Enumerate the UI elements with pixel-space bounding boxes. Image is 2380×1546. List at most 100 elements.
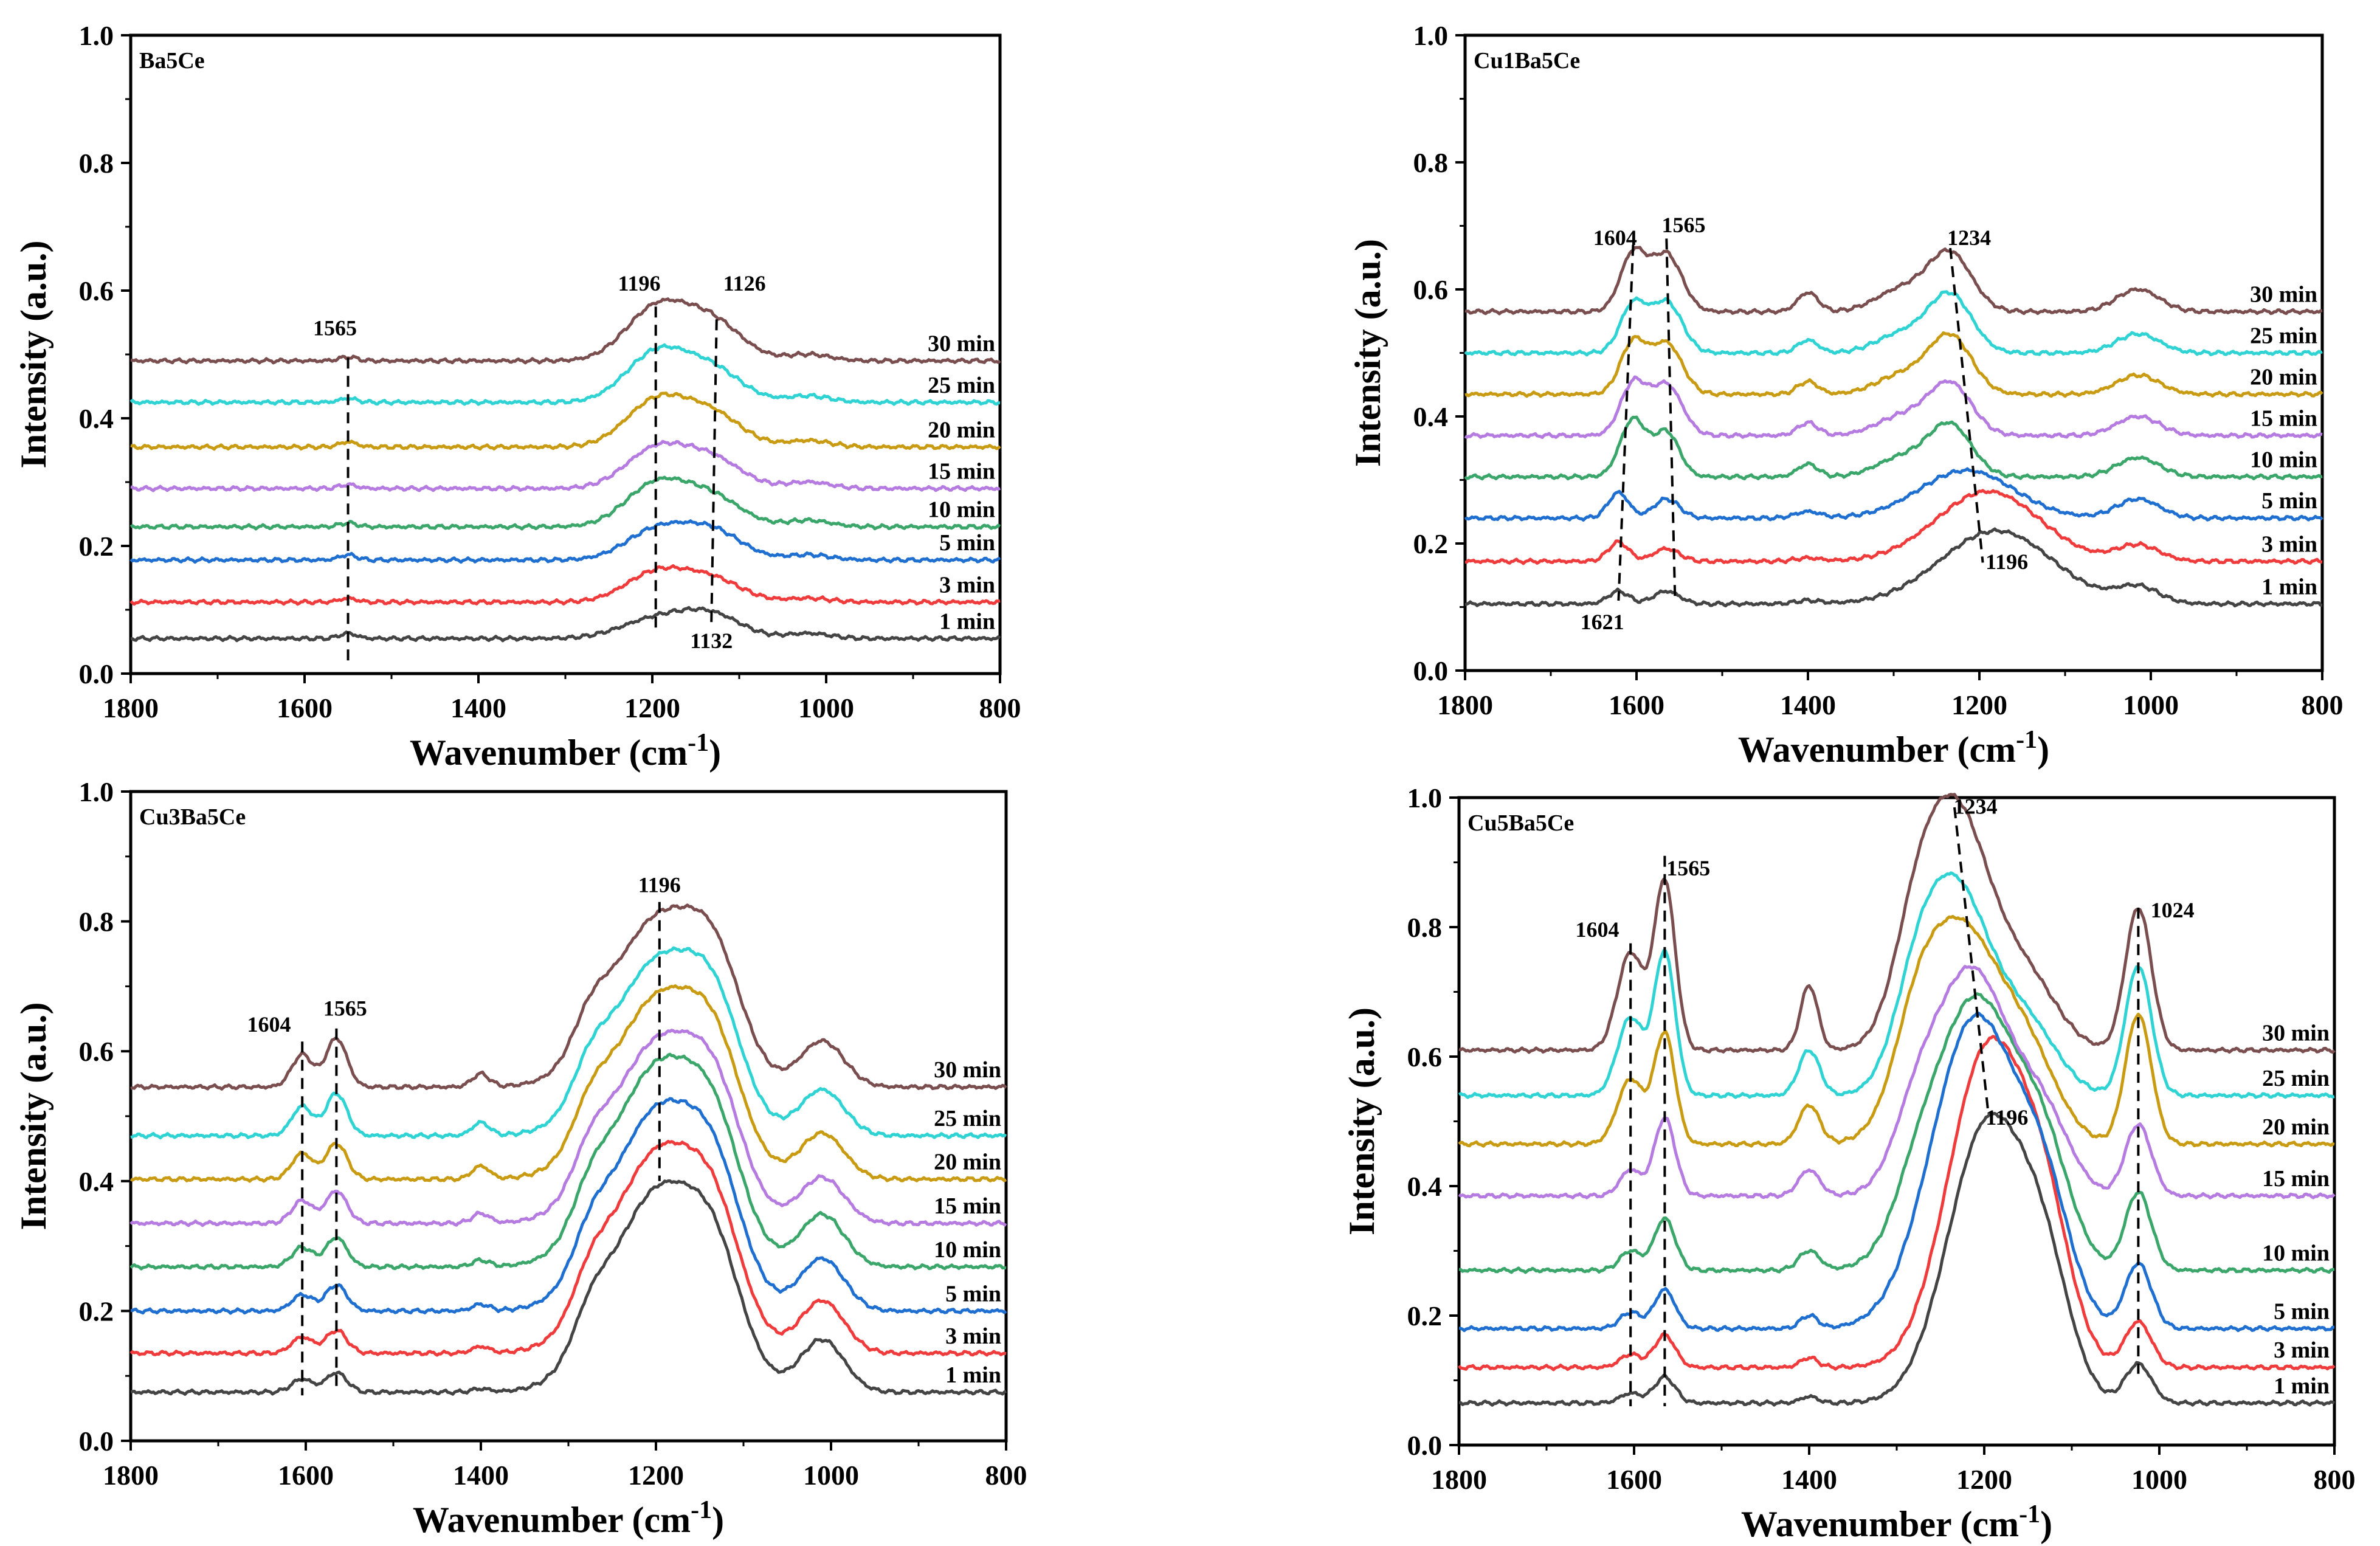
peak-annotation: 1196 — [1985, 550, 2028, 574]
peak-annotation: 1621 — [1581, 610, 1624, 634]
chart-panel-3: 1800 1600 1400 1200 1000 800 0.0 0.2 0.4 0.6 0.8 1.… — [13, 776, 1027, 1540]
series-line-10-min — [129, 1052, 1007, 1271]
y-tick-label: 0.8 — [1407, 912, 1443, 943]
series-label: 5 min — [2261, 488, 2317, 514]
y-tick-label: 0.4 — [1413, 401, 1449, 432]
x-tick-label: 1600 — [278, 1460, 334, 1491]
series-line-1-min — [130, 606, 1001, 643]
series-label: 20 min — [928, 417, 995, 443]
series-line-1-min — [130, 1179, 1007, 1396]
series-label: 25 min — [934, 1106, 1001, 1131]
y-axis-title: Intensity (a.u.) — [13, 1002, 53, 1230]
plot-frame — [129, 33, 1002, 675]
peak-guide-line — [1665, 238, 1677, 601]
series-label: 10 min — [928, 497, 995, 523]
x-tick-label: 1200 — [628, 1460, 684, 1491]
series-line-10-min — [129, 475, 1001, 531]
series-line-1-min — [1458, 1111, 2336, 1407]
series-line-30-min — [1464, 246, 2323, 316]
x-tick-label: 1000 — [798, 692, 854, 723]
x-tick-label: 1800 — [103, 1460, 159, 1491]
series-line-30-min — [130, 903, 1007, 1091]
y-tick-label: 0.2 — [79, 531, 114, 562]
x-axis-unit-exponent: -1 — [691, 1496, 712, 1524]
series-label: 3 min — [2274, 1337, 2330, 1363]
peak-annotation: 1024 — [2151, 898, 2195, 922]
y-tick-label: 0.8 — [1413, 147, 1449, 178]
y-tick-label: 0.4 — [1407, 1171, 1443, 1202]
x-tick-label: 1000 — [2131, 1464, 2187, 1495]
peak-annotation: 1565 — [1666, 856, 1710, 880]
peak-annotation: 1604 — [1593, 226, 1637, 250]
series-label: 10 min — [934, 1237, 1001, 1263]
y-tick-label: 0.6 — [1413, 274, 1449, 305]
chart-panel-1: 1800 1600 1400 1200 1000 800 0.0 0.2 0.4 0.6 0.8 1.… — [13, 20, 1021, 773]
series-label: 5 min — [2274, 1299, 2330, 1324]
peak-annotation: 1234 — [1954, 795, 1998, 819]
y-tick-label: 1.0 — [79, 776, 114, 807]
series-line-25-min — [1464, 290, 2323, 357]
series-label: 30 min — [2250, 282, 2317, 308]
x-tick-label: 1200 — [1951, 689, 2007, 720]
peak-annotation: 1565 — [1662, 213, 1706, 237]
peak-annotation: 1132 — [690, 629, 733, 653]
x-tick-label: 800 — [985, 1460, 1027, 1491]
x-tick-label: 1200 — [1956, 1464, 2012, 1495]
y-tick-label: 0.0 — [1407, 1430, 1443, 1461]
series-line-5-min — [1458, 1011, 2334, 1333]
y-tick-label: 0.4 — [79, 403, 114, 434]
x-tick-label: 1000 — [803, 1460, 859, 1491]
series-line-3-min — [1458, 1035, 2336, 1372]
y-tick-label: 0.6 — [1407, 1041, 1443, 1072]
series-line-15-min — [129, 1029, 1007, 1227]
x-axis-title: Wavenumber (cm-1) — [1738, 726, 2049, 770]
series-label: 15 min — [2250, 405, 2317, 431]
series-label: 15 min — [2262, 1166, 2330, 1192]
x-tick-label: 800 — [979, 692, 1021, 723]
peak-annotation: 1604 — [247, 1012, 291, 1037]
series-label: 15 min — [934, 1193, 1001, 1219]
x-axis-unit-exponent: -1 — [2019, 1500, 2040, 1528]
series-line-5-min — [130, 1097, 1007, 1315]
peak-guide-line — [1953, 807, 1989, 1109]
series-line-3-min — [129, 1139, 1007, 1357]
series-line-20-min — [130, 392, 1001, 451]
panel-title: Cu5Ba5Ce — [1468, 810, 1574, 836]
y-tick-label: 0.2 — [79, 1296, 114, 1327]
series-label: 5 min — [939, 530, 995, 556]
x-tick-label: 1800 — [103, 692, 159, 723]
series-line-10-min — [1464, 415, 2323, 481]
peak-guide-line — [1949, 247, 1984, 563]
x-tick-label: 1400 — [1780, 689, 1836, 720]
series-label: 20 min — [2262, 1114, 2330, 1140]
series-line-25-min — [130, 946, 1007, 1140]
peak-annotation: 1604 — [1576, 917, 1619, 942]
series-line-20-min — [1464, 331, 2323, 398]
y-tick-label: 0.2 — [1407, 1300, 1443, 1331]
chart-panel-4: 1800 1600 1400 1200 1000 800 0.0 0.2 0.4 0.6 0.8 1.… — [1342, 782, 2356, 1544]
panel-title: Cu3Ba5Ce — [139, 804, 246, 830]
y-axis-title: Intensity (a.u.) — [1342, 1007, 1382, 1235]
peak-annotation: 1565 — [323, 996, 367, 1020]
series-label: 1 min — [939, 609, 995, 634]
series-line-30-min — [130, 297, 1001, 365]
y-tick-label: 0.0 — [79, 1426, 114, 1457]
x-tick-label: 1800 — [1437, 689, 1493, 720]
series-label: 1 min — [2274, 1373, 2330, 1399]
x-tick-label: 800 — [2314, 1464, 2356, 1495]
series-label: 1 min — [2261, 574, 2317, 599]
series-label: 30 min — [2262, 1020, 2330, 1046]
series-label: 30 min — [928, 331, 995, 357]
y-tick-label: 0.8 — [79, 906, 114, 937]
chart-panel-2: 1800 1600 1400 1200 1000 800 0.0 0.2 0.4 0.6 0.8 1.… — [1348, 20, 2344, 770]
series-label: 10 min — [2262, 1240, 2330, 1266]
x-tick-label: 1600 — [277, 692, 333, 723]
series-line-1-min — [1464, 527, 2323, 608]
y-axis-title: Intensity (a.u.) — [1348, 239, 1388, 467]
series-label: 15 min — [928, 459, 995, 485]
series-line-15-min — [130, 440, 1001, 492]
series-line-30-min — [1458, 793, 2336, 1054]
series-label: 20 min — [2250, 364, 2317, 390]
panel-title: Cu1Ba5Ce — [1474, 48, 1580, 74]
y-tick-label: 0.8 — [79, 148, 114, 179]
